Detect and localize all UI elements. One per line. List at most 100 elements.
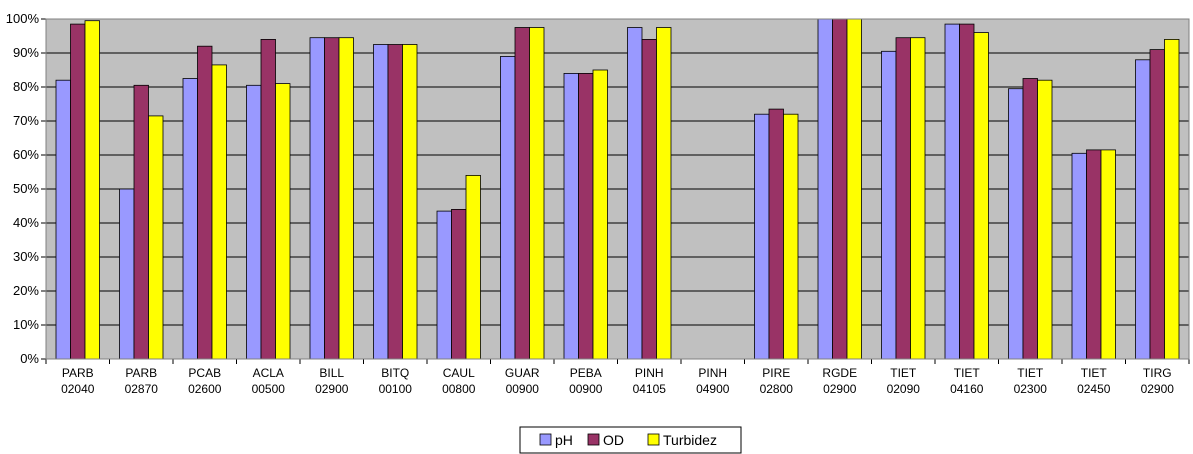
bar-turbidez-8: [592, 69, 608, 360]
x-tick-label: 00100: [379, 382, 413, 396]
x-tick-label: 00900: [506, 382, 540, 396]
bar-ph-11: [754, 113, 770, 360]
bar-od-12: [832, 18, 848, 360]
x-tick-label: RGDE: [822, 366, 857, 380]
bar-od-13: [895, 37, 911, 360]
bar-od-17: [1149, 49, 1165, 360]
x-tick-label: PINH: [698, 366, 727, 380]
plot-border: [45, 18, 1190, 360]
bar-turbidez-3: [275, 83, 291, 360]
x-tick-label: PEBA: [570, 366, 602, 380]
bar-ph-2: [182, 78, 198, 360]
bar-ph-14: [944, 23, 960, 360]
x-tick-label: PINH: [635, 366, 664, 380]
legend: pH OD Turbidez: [519, 426, 742, 454]
x-tick-label: 02870: [125, 382, 159, 396]
y-tick-label: 90%: [13, 45, 39, 60]
bar-turbidez-17: [1164, 39, 1180, 360]
y-tick-label: 30%: [13, 249, 39, 264]
bar-ph-15: [1008, 88, 1024, 360]
bar-turbidez-16: [1100, 149, 1116, 360]
bar-ph-0: [55, 79, 71, 360]
bar-od-1: [133, 84, 149, 360]
y-tick-label: 50%: [13, 181, 39, 196]
bar-od-0: [70, 23, 86, 360]
y-tick-label: 70%: [13, 113, 39, 128]
bar-ph-6: [436, 210, 452, 360]
bar-od-16: [1086, 149, 1102, 360]
gridlines: [46, 52, 1189, 326]
x-tick-label: 02600: [188, 382, 222, 396]
y-tick-label: 0%: [20, 351, 39, 366]
bar-od-9: [641, 39, 657, 360]
bar-turbidez-13: [910, 37, 926, 360]
x-tick-label: 00800: [442, 382, 476, 396]
y-tick-label: 100%: [6, 11, 40, 26]
x-tick-label: 00500: [252, 382, 286, 396]
bar-ph-9: [627, 27, 643, 360]
legend-box: [519, 426, 742, 454]
x-tick-label: TIET: [954, 366, 981, 380]
bar-turbidez-7: [529, 27, 545, 360]
bar-od-5: [387, 44, 403, 360]
x-tick-label: 04900: [696, 382, 730, 396]
bar-turbidez-6: [465, 174, 481, 360]
x-tick-label: ACLA: [253, 366, 284, 380]
bar-ph-8: [563, 73, 579, 360]
bar-ph-12: [817, 18, 833, 360]
x-tick-label: TIRG: [1143, 366, 1172, 380]
bar-ph-4: [309, 37, 325, 360]
bar-ph-7: [500, 56, 516, 360]
bar-ph-17: [1135, 59, 1151, 360]
x-tick-label: 04105: [633, 382, 667, 396]
bar-od-11: [768, 108, 784, 360]
x-tick-label: GUAR: [505, 366, 540, 380]
bar-od-3: [260, 39, 276, 360]
y-tick-label: 20%: [13, 283, 39, 298]
x-tick-label: TIET: [1017, 366, 1044, 380]
bar-turbidez-1: [148, 115, 164, 360]
bar-turbidez-0: [84, 20, 100, 360]
x-tick-label: 02040: [61, 382, 95, 396]
x-tick-label: BITQ: [381, 366, 409, 380]
x-tick-label: TIET: [1081, 366, 1108, 380]
y-tick-label: 60%: [13, 147, 39, 162]
bar-turbidez-14: [973, 32, 989, 360]
bar-od-15: [1022, 78, 1038, 360]
x-tick-label: 02800: [760, 382, 794, 396]
bar-ph-16: [1071, 152, 1087, 360]
x-tick-label: PIRE: [762, 366, 790, 380]
bar-turbidez-9: [656, 27, 672, 360]
bar-od-2: [197, 45, 213, 360]
y-axis-ticks: 0% 10% 20% 30% 40% 50% 60% 70% 80% 90% 100%: [6, 11, 47, 366]
x-tick-label: PARB: [125, 366, 157, 380]
x-tick-label: PARB: [62, 366, 94, 380]
x-tick-label: 02300: [1014, 382, 1048, 396]
bar-ph-13: [881, 50, 897, 360]
legend-swatch-turbidez: [647, 433, 660, 446]
bar-od-7: [514, 27, 530, 360]
bar-od-14: [959, 23, 975, 360]
legend-label-od: OD: [603, 432, 624, 448]
x-tick-label: 02450: [1077, 382, 1111, 396]
x-tick-label: PCAB: [188, 366, 221, 380]
x-tick-label: TIET: [890, 366, 917, 380]
bar-turbidez-11: [783, 113, 799, 360]
x-tick-label: 02900: [823, 382, 857, 396]
bar-ph-5: [373, 44, 389, 360]
y-tick-label: 40%: [13, 215, 39, 230]
x-tick-label: 04160: [950, 382, 984, 396]
legend-swatch-ph: [539, 433, 552, 446]
legend-label-turbidez: Turbidez: [663, 432, 717, 448]
x-tick-label: CAUL: [443, 366, 475, 380]
y-tick-label: 80%: [13, 79, 39, 94]
x-tick-label: BILL: [319, 366, 344, 380]
legend-swatch-od: [587, 433, 600, 446]
bar-od-8: [578, 73, 594, 360]
bar-od-6: [451, 208, 467, 360]
bar-ph-3: [246, 84, 262, 360]
bar-turbidez-15: [1037, 79, 1053, 360]
bar-turbidez-5: [402, 44, 418, 360]
x-tick-label: 02900: [1141, 382, 1175, 396]
